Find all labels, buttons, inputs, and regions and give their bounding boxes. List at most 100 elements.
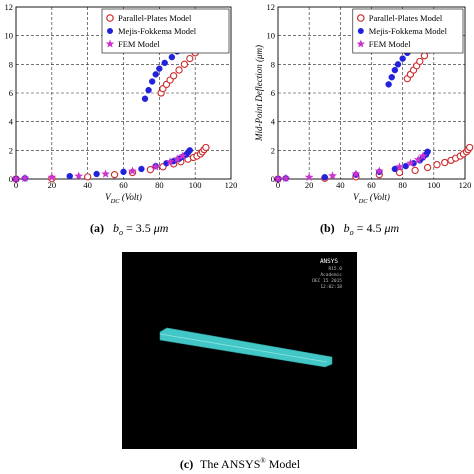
chart-b-point-fem (351, 169, 361, 178)
chart-a-legend-label: FEM Model (118, 39, 160, 49)
chart-b-point-parallel (423, 163, 432, 172)
chart-a-point-fem (20, 173, 30, 183)
ansys-time: 12:02:18 (320, 284, 342, 290)
chart-a-ytick-label: 12 (5, 2, 14, 12)
chart-b-point-fem (328, 171, 337, 180)
chart-b-point-fem (273, 174, 283, 183)
chart-a-point-mejis (161, 59, 168, 67)
chart-a-xtick-label: 80 (155, 180, 164, 190)
chart-a-point-fem (47, 172, 57, 182)
chart-b-xtick-label: 100 (427, 180, 440, 190)
chart-a-point-mejis (120, 168, 127, 176)
chart-b: 0 20 40 60 80 100 120 0 2 4 6 8 10 12 Parallel-Plates … (254, 2, 474, 205)
chart-b-point-parallel (411, 166, 419, 175)
chart-b-point-mejis (391, 165, 399, 173)
chart-a-point-mejis (93, 170, 100, 178)
chart-b-ytick-label: 10 (267, 31, 276, 41)
ansys-panel: ANSYS R15.0 Academic DEC 15 2015 12:02:1… (122, 252, 357, 449)
chart-a-ytick-label: 0 (9, 174, 13, 184)
chart-b-point-parallel (395, 168, 404, 177)
chart-a-point-fem (172, 154, 182, 163)
chart-a-ytick-label: 2 (9, 145, 13, 155)
chart-a-point-fem (178, 151, 188, 160)
chart-b-point-parallel (466, 143, 474, 152)
chart-a-point-parallel (186, 54, 194, 63)
chart-a-point-mejis (186, 147, 193, 154)
chart-b-point-parallel (433, 161, 441, 169)
chart-a-legend-label: Parallel-Plates Model (118, 13, 192, 23)
chart-b-ytick-label: 8 (271, 59, 275, 69)
chart-a-ytick-label: 8 (9, 59, 13, 69)
chart-b-xlabel: VDC (Volt) (353, 192, 390, 205)
chart-a-ytick-label: 10 (5, 31, 14, 41)
chart-a-legend-marker-parallel (106, 14, 114, 22)
chart-a-point-mejis (66, 172, 73, 180)
chart-a-point-fem (151, 162, 161, 171)
chart-a-ytick-label: 4 (9, 117, 14, 127)
chart-a-point-parallel (175, 66, 183, 74)
chart-b-legend-label: FEM Model (369, 39, 411, 49)
ansys-beam-highlight (159, 333, 328, 363)
chart-a-point-parallel (84, 173, 92, 181)
chart-b-xtick-label: 40 (336, 180, 345, 190)
chart-a-ytick-label: 6 (9, 88, 13, 98)
chart-b-legend-marker-mejis (357, 28, 364, 34)
chart-b-point-parallel (420, 52, 429, 60)
chart-b-xtick-label: 20 (305, 180, 314, 190)
chart-b-point-fem (418, 151, 428, 160)
chart-b-point-parallel (441, 158, 449, 167)
chart-a-point-parallel (146, 166, 155, 174)
chart-a-point-fem (74, 171, 84, 180)
chart-b-point-mejis (321, 174, 328, 181)
chart-b-point-mejis (391, 66, 399, 74)
chart-b-xtick-label: 0 (276, 180, 280, 190)
chart-a-xtick-label: 0 (14, 180, 18, 190)
chart-b-legend-marker-fem (356, 39, 365, 48)
chart-b-point-fem (406, 158, 415, 167)
chart-b-xtick-label: 120 (459, 180, 472, 190)
chart-a-point-fem (128, 166, 137, 175)
chart-a-point-parallel (110, 171, 119, 179)
chart-b-point-mejis (385, 81, 392, 88)
chart-b-point-mejis (388, 74, 395, 81)
chart-b-point-mejis (402, 162, 409, 170)
chart-a-point-fem (11, 174, 21, 183)
chart-a-xlabel: VDC (Volt) (105, 192, 142, 205)
chart-a-legend (101, 8, 230, 54)
chart-a-point-parallel (180, 60, 189, 68)
caption-c: (c) The ANSYS® Model (180, 457, 301, 471)
chart-b-point-fem (395, 162, 404, 171)
chart-a-point-mejis (148, 78, 156, 85)
chart-a-legend-marker-fem (105, 39, 115, 48)
chart-a-xtick-label: 100 (189, 180, 202, 190)
caption-a: (a) bo = 3.5 μm (90, 221, 169, 238)
chart-b-ytick-label: 0 (271, 174, 275, 184)
caption-b: (b) bo = 4.5 μm (320, 221, 399, 238)
chart-a-point-parallel (170, 72, 178, 80)
chart-a-point-fem (101, 169, 110, 178)
ansys-logo: ANSYS (320, 258, 338, 265)
chart-b-xtick-label: 60 (367, 180, 376, 190)
chart-a-legend-marker-mejis (107, 28, 113, 34)
chart-a-xtick-label: 60 (119, 180, 128, 190)
ansys-version: R15.0 (328, 266, 342, 272)
chart-b-ytick-label: 2 (271, 145, 275, 155)
chart-b-plot-frame (277, 6, 466, 180)
chart-b-legend (352, 8, 464, 54)
chart-b-ytick-label: 4 (271, 117, 276, 127)
chart-b-point-mejis (399, 55, 406, 62)
chart-a-point-mejis (145, 86, 152, 94)
chart-b-ylabel: Mid-Point Deflection (μm) (254, 45, 264, 142)
chart-b-point-mejis (394, 61, 402, 68)
chart-a-xtick-label: 20 (48, 180, 57, 190)
chart-b-point-mejis (424, 148, 431, 155)
chart-b-legend-label: Mejis-Fokkema Model (369, 26, 448, 36)
chart-b-point-fem (281, 173, 291, 183)
chart-b-ytick-label: 6 (271, 88, 275, 98)
chart-a-plot-frame (15, 6, 232, 180)
chart-b-legend-label: Parallel-Plates Model (369, 13, 443, 23)
chart-b-point-fem (304, 172, 314, 182)
ansys-label: Academic (320, 272, 342, 278)
chart-a-xtick-label: 120 (225, 180, 238, 190)
